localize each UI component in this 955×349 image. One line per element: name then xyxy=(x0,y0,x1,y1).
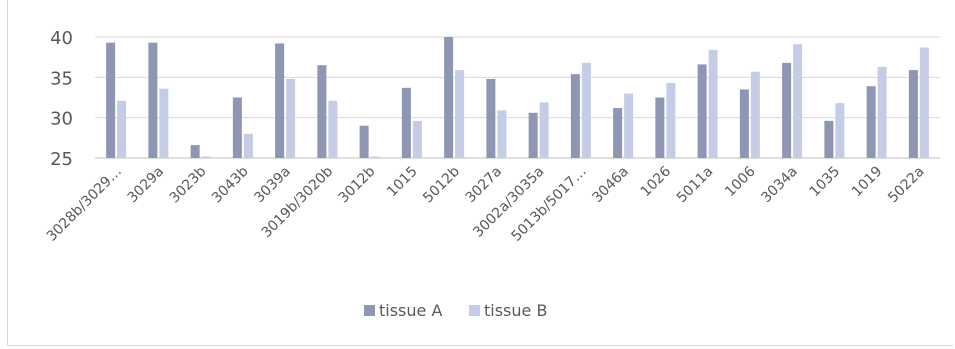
bar-tissue-a xyxy=(444,37,454,158)
bar-tissue-a xyxy=(401,87,411,158)
x-tick-label: 5012b xyxy=(420,163,463,206)
x-tick-label: 3034a xyxy=(758,164,801,207)
x-tick-label: 1006 xyxy=(722,163,759,200)
bar-tissue-a xyxy=(190,145,200,158)
bar-tissue-a xyxy=(866,86,876,158)
x-tick-label: 1035 xyxy=(807,164,844,201)
x-tick-label: 3023b xyxy=(167,163,210,206)
bar-tissue-b xyxy=(919,47,929,159)
bar-tissue-b xyxy=(581,62,591,158)
x-tick-label: 1026 xyxy=(638,163,675,200)
y-tick-label: 30 xyxy=(50,109,73,130)
bar-tissue-a xyxy=(275,43,285,158)
x-tick-label: 3029a xyxy=(125,164,168,207)
bar-tissue-b xyxy=(624,93,634,158)
bar-tissue-a xyxy=(528,112,538,158)
bar-tissue-b xyxy=(455,70,465,158)
bar-tissue-b xyxy=(750,71,760,158)
x-tick-label: 1015 xyxy=(384,164,421,201)
bar-tissue-b xyxy=(201,156,211,158)
y-tick-label: 25 xyxy=(50,149,73,170)
bar-tissue-b xyxy=(835,103,845,158)
x-tick-label: 3028b/3029… xyxy=(44,164,125,245)
x-tick-label: 3012b xyxy=(336,163,379,206)
y-tick-label: 40 xyxy=(50,28,73,49)
legend-label: tissue B xyxy=(484,301,547,320)
bar-tissue-b xyxy=(117,100,127,158)
bar-tissue-a xyxy=(359,125,369,158)
bar-tissue-a xyxy=(106,42,116,158)
bar-tissue-b xyxy=(243,133,253,158)
bar-tissue-a xyxy=(317,65,327,158)
bar-tissue-b xyxy=(666,82,676,158)
bar-tissue-b xyxy=(539,102,549,158)
bar-tissue-a xyxy=(908,70,918,158)
legend-swatch xyxy=(364,305,375,316)
x-tick-label: 3046a xyxy=(589,164,632,207)
bar-tissue-b xyxy=(286,78,296,158)
bar-tissue-a xyxy=(824,120,834,158)
bar-tissue-a xyxy=(739,89,749,158)
bar-tissue-b xyxy=(708,49,718,159)
x-tick-label: 5013b/5017… xyxy=(508,164,589,245)
x-tick-label: 1019 xyxy=(849,164,886,201)
bar-tissue-a xyxy=(655,97,665,158)
bar-tissue-a xyxy=(570,74,580,158)
bar-tissue-a xyxy=(782,62,792,158)
bar-tissue-b xyxy=(793,44,803,159)
bar-tissue-b xyxy=(328,100,338,158)
bar-tissue-b xyxy=(370,156,380,158)
chart-frame xyxy=(7,0,953,346)
x-tick-label: 5022a xyxy=(885,164,928,207)
bar-tissue-b xyxy=(159,88,169,158)
legend-label: tissue A xyxy=(379,301,442,320)
bar-tissue-b xyxy=(877,66,887,158)
bar-tissue-b xyxy=(412,120,422,158)
bar-tissue-a xyxy=(613,107,623,158)
y-tick-label: 35 xyxy=(50,68,73,89)
bar-tissue-b xyxy=(497,110,507,158)
x-tick-label: 3043b xyxy=(209,163,252,206)
bar-tissue-a xyxy=(697,64,707,158)
bar-tissue-a xyxy=(148,42,158,158)
legend-swatch xyxy=(469,305,480,316)
bar-tissue-a xyxy=(232,97,242,158)
x-tick-label: 5011a xyxy=(674,164,717,207)
bar-tissue-a xyxy=(486,78,496,158)
